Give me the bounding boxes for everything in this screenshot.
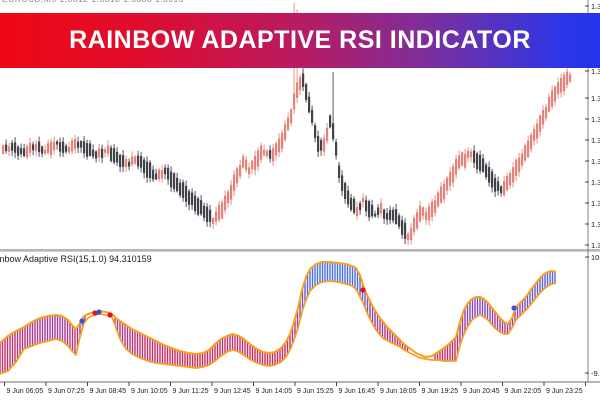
signal-dots bbox=[79, 287, 517, 324]
axes-and-separators bbox=[0, 0, 600, 386]
rainbow-rsi-band bbox=[0, 261, 557, 375]
title-banner: RAINBOW ADAPTIVE RSI INDICATOR bbox=[0, 13, 600, 68]
candlestick-series bbox=[2, 3, 572, 246]
indicator-name-label: Rainbow Adaptive RSI(15,1.0) 94.310159 bbox=[0, 254, 152, 264]
symbol-header-clipped-text: EURUSD,M5 1.3612 1.3618 1.3608 1.3616 bbox=[2, 0, 184, 4]
banner-title: RAINBOW ADAPTIVE RSI INDICATOR bbox=[69, 26, 531, 54]
